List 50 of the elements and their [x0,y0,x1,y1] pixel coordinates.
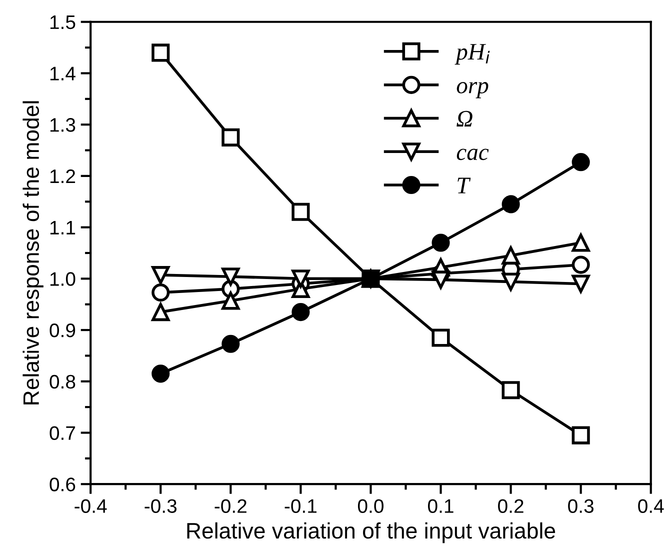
point [572,153,590,172]
point [572,426,590,444]
point [152,364,170,383]
y-tick-label: 0.8 [50,374,76,389]
x-tick-label: -0.4 [74,499,107,513]
x-tick-label: -0.3 [144,499,177,513]
point [572,274,590,293]
x-tick-label: 0.0 [358,499,384,513]
point [502,272,520,291]
point [502,195,520,214]
y-tick-label: 1.3 [50,118,76,132]
point [222,292,240,310]
point [502,246,520,265]
y-tick-label: 0.9 [50,323,76,338]
legend-label: Ω [456,110,472,127]
point [572,234,590,252]
x-tick-label: 0.4 [638,499,664,513]
point [572,256,590,274]
point [432,270,450,289]
point [222,268,240,286]
point [292,202,310,221]
y-tick-label: 1.1 [50,220,76,234]
legend-label: cac [456,148,489,160]
point [432,328,450,347]
x-tick-label: 0.1 [428,499,454,513]
y-tick-label: 1.0 [50,272,76,286]
x-tick-label: 0.2 [498,499,524,513]
y-tick-label: 0.7 [50,426,76,440]
point [152,266,170,284]
legend-label: T [458,178,471,194]
point [502,381,520,400]
x-tick-label: -0.1 [284,499,316,513]
point [152,44,170,62]
y-tick-label: 1.2 [50,169,76,183]
point [292,270,310,288]
point [222,128,240,146]
point [292,303,310,322]
y-tick-label: 1.5 [50,16,76,30]
y-tick-label: 0.6 [50,478,76,492]
point [152,284,170,302]
point [432,234,450,252]
x-tick-label: 0.3 [568,499,594,513]
point [222,334,240,353]
legend-label: orp [456,82,488,98]
y-tick-label: 1.4 [50,66,76,80]
x-tick-label: -0.2 [214,499,246,513]
x-axis-title: Relative variation of the input variable [187,522,556,544]
y-axis-title: Relative response of the model [22,101,44,404]
point [152,303,170,322]
legend-label: pH$_{i}$ [454,44,490,65]
